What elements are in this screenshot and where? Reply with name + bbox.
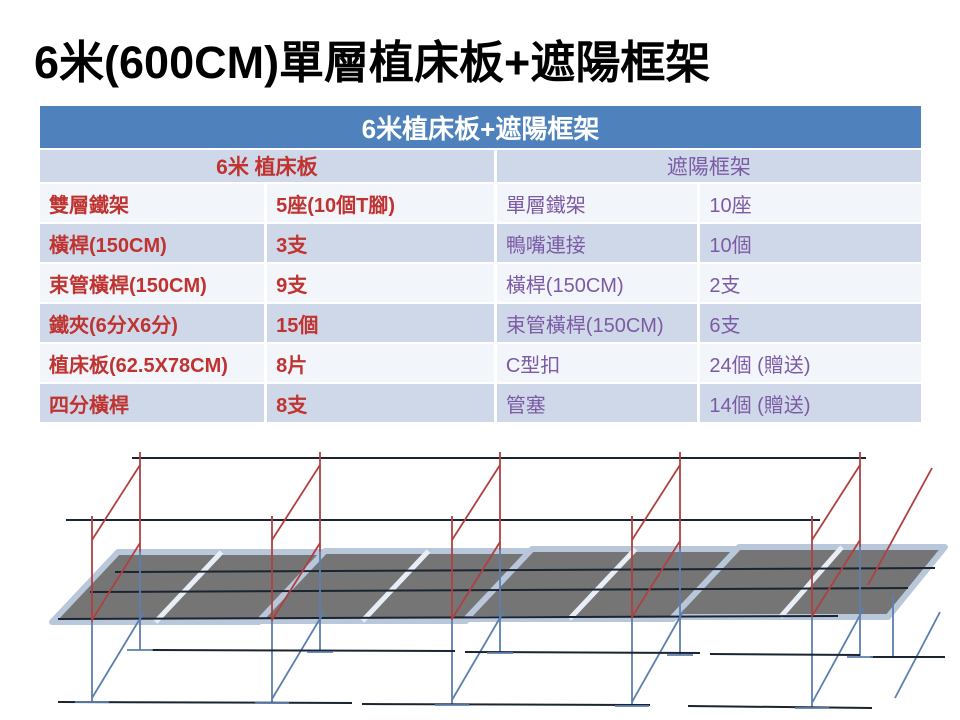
parts-table: 6米植床板+遮陽框架 6米 植床板 遮陽框架 雙層鐵架 5座(10個T腳) 單層… [37,104,924,424]
item-cell: 四分橫桿 [40,384,265,422]
red-braces [91,464,933,621]
qty-cell: 6支 [700,304,921,342]
blue-braces [91,607,941,704]
qty-cell: 8支 [267,384,494,422]
qty-cell: 10個 [700,224,921,262]
item-cell: 束管橫桿(150CM) [40,264,265,302]
deck-boards [49,544,948,625]
table-row: 雙層鐵架 5座(10個T腳) 單層鐵架 10座 [40,184,921,222]
qty-cell: 9支 [267,264,494,302]
leg-feet [75,649,873,709]
table-header-row: 6米植床板+遮陽框架 [40,106,921,148]
table-row: 束管橫桿(150CM) 9支 橫桿(150CM) 2支 [40,264,921,302]
structure-wireframe-diagram [49,452,948,709]
item-cell: C型扣 [496,344,698,382]
section-left-header: 6米 植床板 [40,150,494,182]
table-row: 橫桿(150CM) 3支 鴨嘴連接 10個 [40,224,921,262]
item-cell: 鐵夾(6分X6分) [40,304,265,342]
top-rails [66,457,866,521]
qty-cell: 8片 [267,344,494,382]
table-row: 植床板(62.5X78CM) 8片 C型扣 24個 (贈送) [40,344,921,382]
table-row: 鐵夾(6分X6分) 15個 束管橫桿(150CM) 6支 [40,304,921,342]
qty-cell: 2支 [700,264,921,302]
back-posts [139,452,861,657]
qty-cell: 10座 [700,184,921,222]
item-cell: 橫桿(150CM) [40,224,265,262]
table-row: 四分橫桿 8支 管塞 14個 (贈送) [40,384,921,422]
item-cell: 束管橫桿(150CM) [496,304,698,342]
qty-cell: 14個 (贈送) [700,384,921,422]
table-title: 6米植床板+遮陽框架 [40,106,921,148]
item-cell: 雙層鐵架 [40,184,265,222]
table-subheader-row: 6米 植床板 遮陽框架 [40,150,921,182]
qty-cell: 15個 [267,304,494,342]
item-cell: 管塞 [496,384,698,422]
page-title: 6米(600CM)單層植床板+遮陽框架 [34,37,711,88]
front-posts [91,516,813,708]
qty-cell: 3支 [267,224,494,262]
item-cell: 橫桿(150CM) [496,264,698,302]
section-right-header: 遮陽框架 [496,150,921,182]
item-cell: 鴨嘴連接 [496,224,698,262]
qty-cell: 5座(10個T腳) [267,184,494,222]
qty-cell: 24個 (贈送) [700,344,921,382]
item-cell: 單層鐵架 [496,184,698,222]
item-cell: 植床板(62.5X78CM) [40,344,265,382]
